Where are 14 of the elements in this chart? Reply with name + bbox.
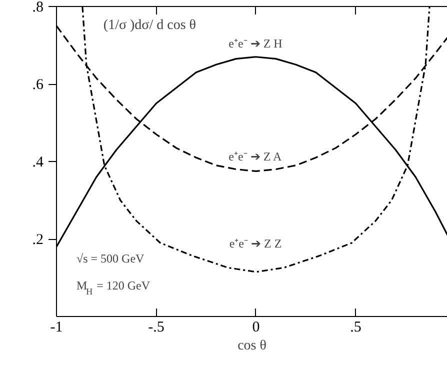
y-tick-label: .4 (32, 154, 44, 170)
annotation: √s = 500 GeV (76, 252, 145, 266)
x-tick-label: .5 (350, 320, 362, 336)
y-axis-title: (1/σ )dσ/ d cos θ (103, 18, 196, 33)
y-tick-label: .8 (32, 0, 44, 16)
annotation: e⁺e⁻ ➔ Z Z (229, 236, 282, 250)
x-tick-label: -1 (50, 320, 63, 336)
y-tick-label: .6 (32, 77, 44, 93)
x-tick-label: 0 (252, 320, 260, 336)
annotation: e⁺e⁻ ➔ Z A (228, 150, 282, 164)
annotation: e⁺e⁻ ➔ Z H (228, 36, 283, 50)
x-axis-title: cos θ (238, 338, 267, 354)
x-tick-label: -.5 (148, 320, 164, 336)
y-tick-label: .2 (32, 232, 44, 248)
